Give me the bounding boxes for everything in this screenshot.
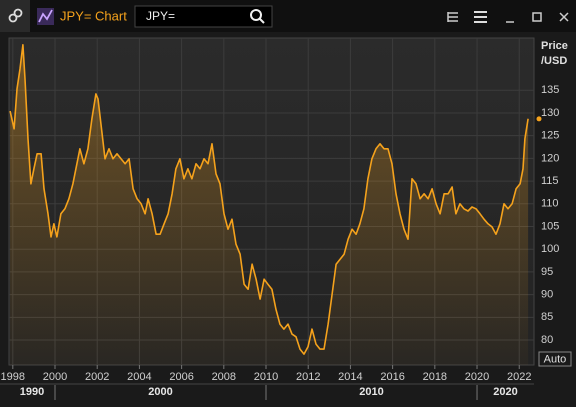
x-tick-label: 2006	[169, 371, 193, 383]
app-title: JPY= Chart	[60, 8, 127, 23]
decade-label: 1990	[20, 386, 44, 398]
search-icon[interactable]	[250, 9, 262, 21]
area-fill	[10, 44, 529, 366]
x-tick-label: 2018	[423, 371, 447, 383]
y-tick-label: 130	[541, 107, 559, 119]
last-price-marker	[536, 116, 542, 122]
decade-label: 2020	[493, 386, 517, 398]
tree-icon[interactable]	[447, 12, 458, 22]
price-line	[9, 44, 529, 355]
y-tick-label: 105	[541, 220, 559, 232]
y-axis-label: /USD	[541, 55, 567, 67]
y-tick-label: 135	[541, 84, 559, 96]
decade-label: 2000	[148, 386, 172, 398]
link-icon	[13, 8, 23, 18]
x-tick-label: 2012	[296, 371, 320, 383]
y-tick-label: 85	[541, 311, 553, 323]
x-tick-label: 2014	[338, 371, 362, 383]
y-axis-label: Price	[541, 40, 568, 52]
x-tick-label: 2008	[212, 371, 236, 383]
search-box[interactable]	[134, 5, 273, 28]
search-text: JPY=	[146, 9, 175, 23]
x-tick-label: 2002	[85, 371, 109, 383]
y-tick-label: 80	[541, 334, 553, 346]
menu-icon[interactable]	[474, 11, 487, 23]
chart-icon-line	[38, 9, 53, 23]
maximize-button[interactable]	[532, 12, 542, 22]
x-tick-label: 2022	[507, 371, 531, 383]
x-tick-label: 2010	[254, 371, 278, 383]
y-tick-label: 95	[541, 266, 553, 278]
auto-button-label[interactable]: Auto	[544, 353, 567, 365]
x-tick-label: 1998	[1, 371, 25, 383]
search-icon	[259, 18, 265, 24]
x-tick-label: 2004	[127, 371, 151, 383]
y-tick-label: 90	[541, 289, 553, 301]
auto-button[interactable]	[538, 351, 572, 367]
close-button[interactable]	[559, 12, 569, 22]
x-tick-label: 2016	[380, 371, 404, 383]
decade-label: 2010	[359, 386, 383, 398]
y-tick-label: 125	[541, 130, 559, 142]
x-tick-label: 2020	[465, 371, 489, 383]
y-tick-label: 110	[541, 198, 559, 210]
y-tick-label: 100	[541, 243, 559, 255]
link-icon	[8, 13, 18, 23]
y-tick-label: 115	[541, 175, 559, 187]
y-tick-label: 120	[541, 152, 559, 164]
x-tick-label: 2000	[43, 371, 67, 383]
